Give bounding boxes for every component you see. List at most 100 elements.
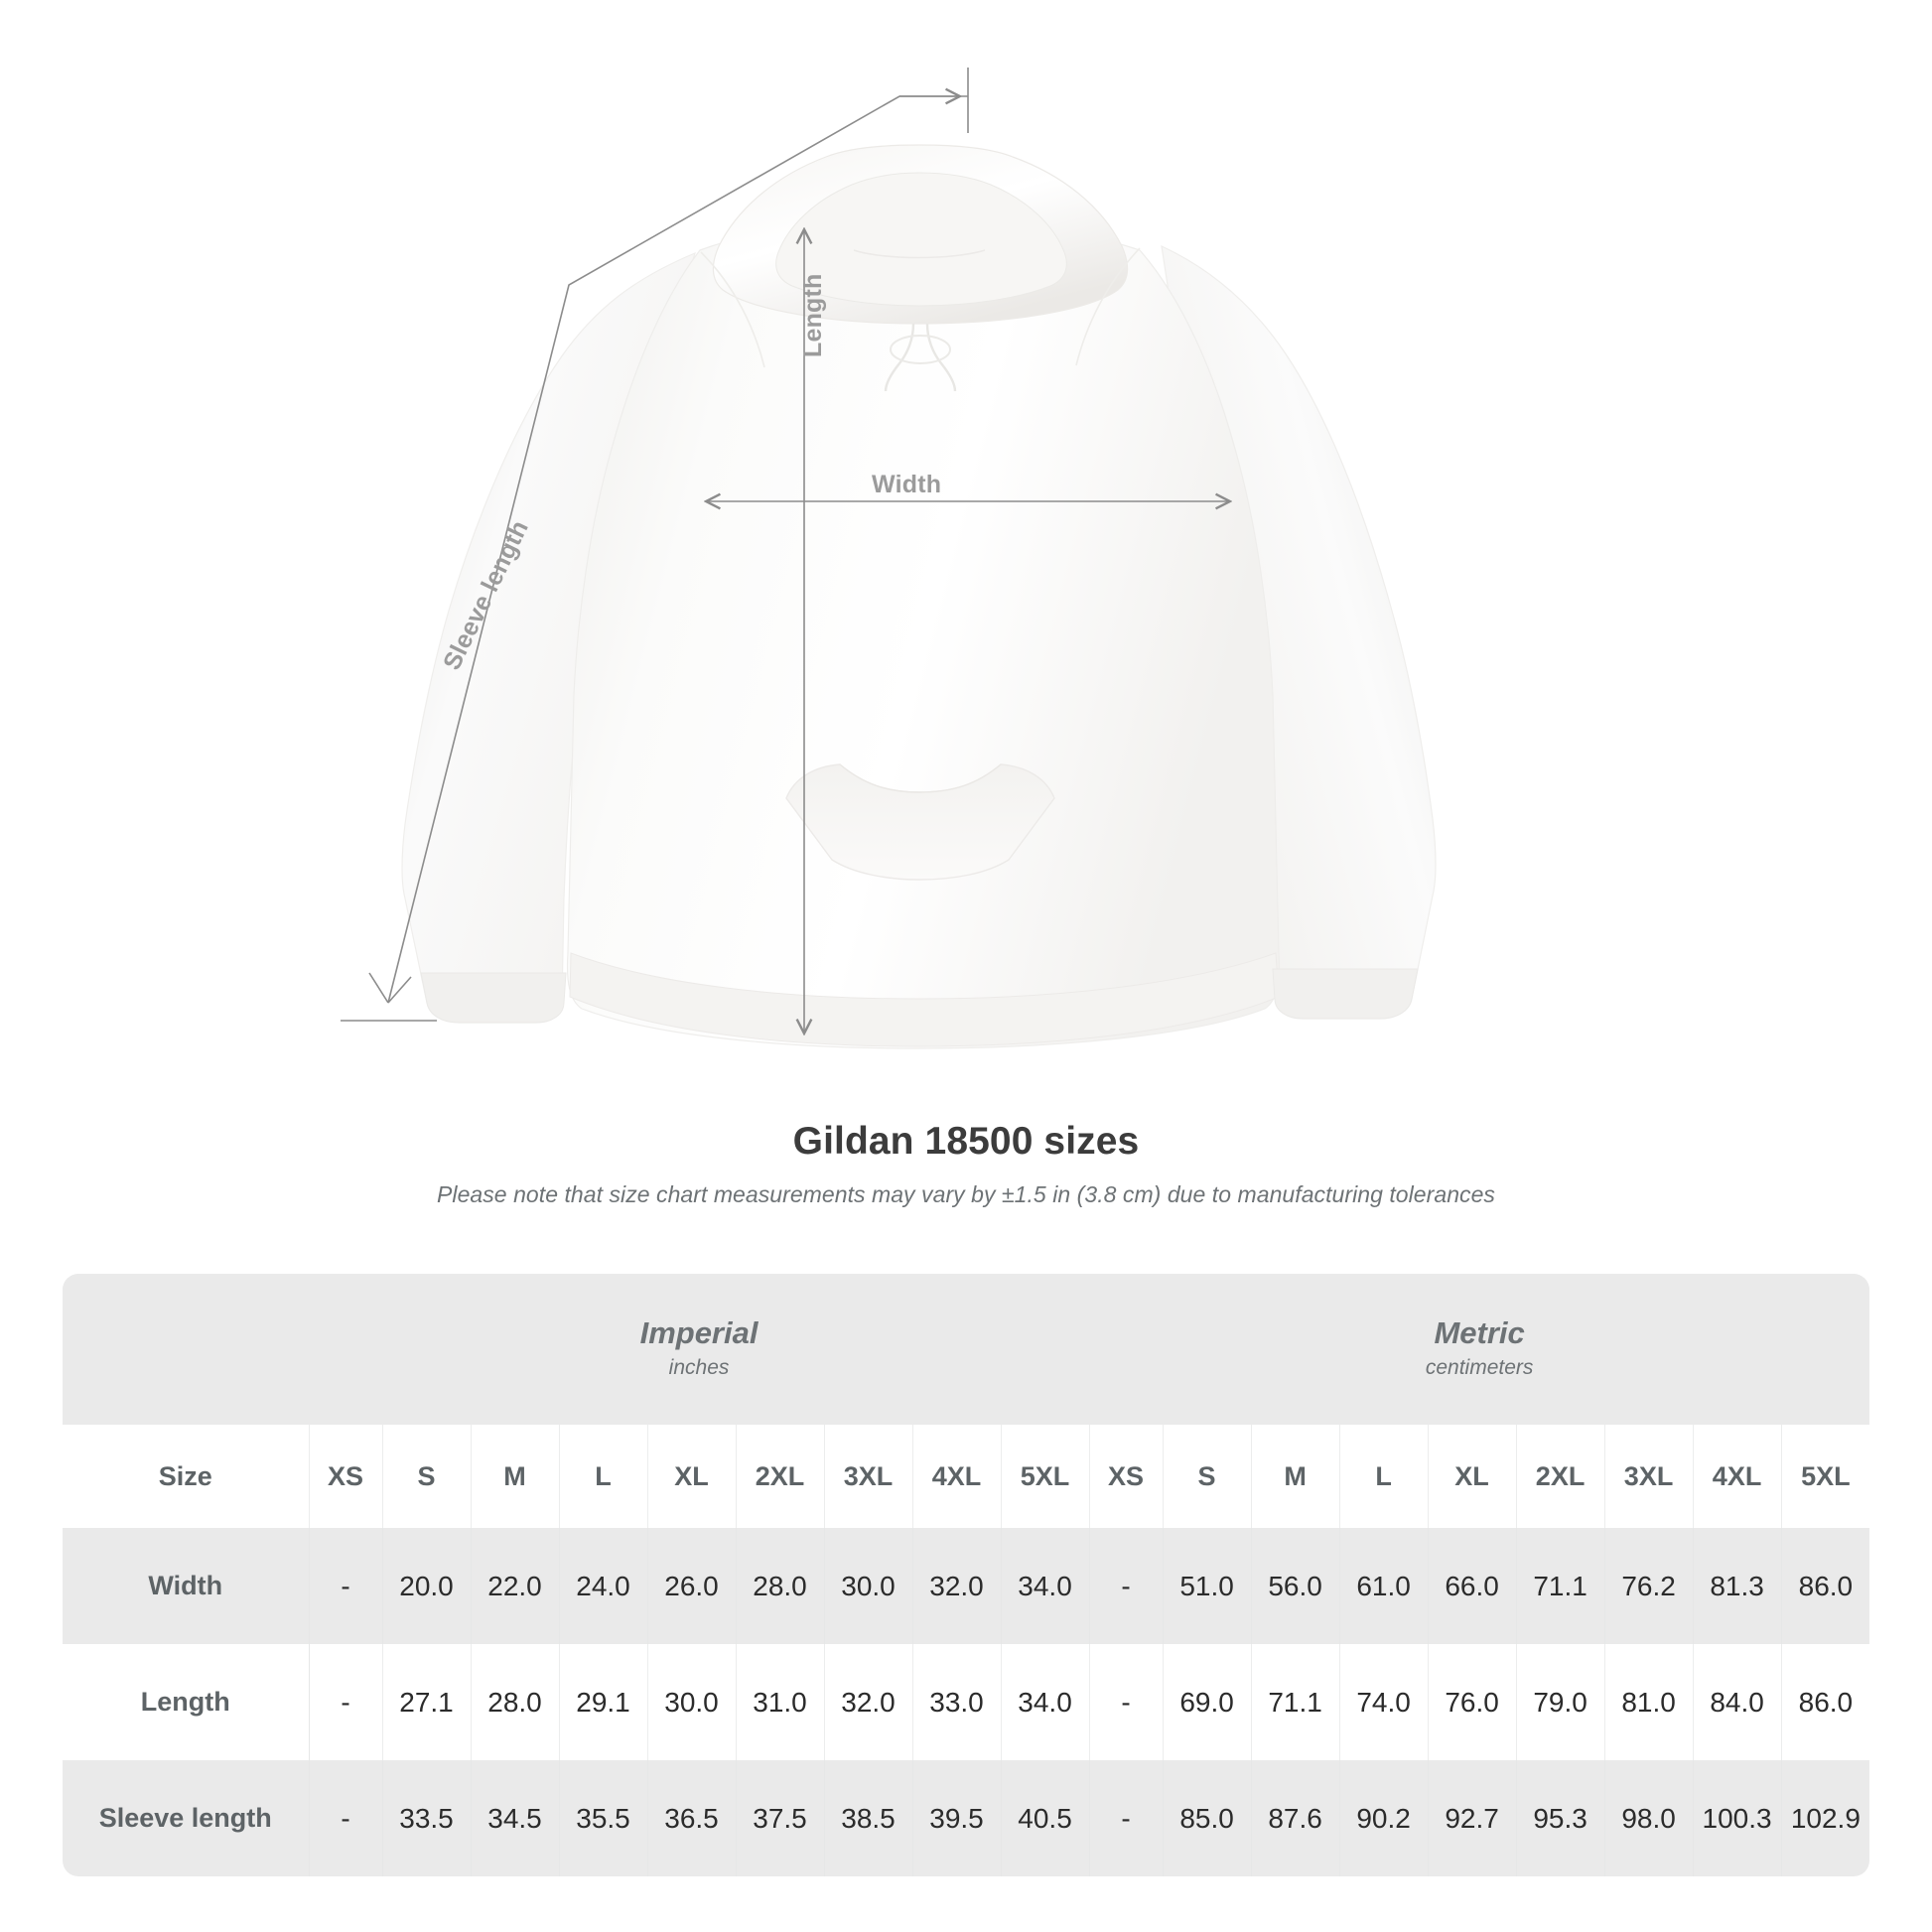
cell-width-imperial-s: 20.0 [382, 1528, 472, 1644]
unit-group-metric: Metric centimeters [1089, 1274, 1870, 1425]
cell-sleeve-length-metric-xs: - [1089, 1760, 1164, 1876]
size-header-cell-2xl-imperial: 2XL [736, 1425, 825, 1528]
unit-row-spacer-left [63, 1274, 309, 1425]
cell-length-imperial-3xl: 32.0 [824, 1644, 913, 1760]
tolerance-note: Please note that size chart measurements… [437, 1181, 1495, 1207]
size-header-cell-xs-imperial: XS [309, 1425, 383, 1528]
size-header-cell-l-metric: L [1339, 1425, 1429, 1528]
size-header-cell-s-metric: S [1163, 1425, 1252, 1528]
size-header-cell-5xl-imperial: 5XL [1001, 1425, 1090, 1528]
cell-length-imperial-5xl: 34.0 [1001, 1644, 1090, 1760]
size-header-cell-4xl-metric: 4XL [1693, 1425, 1782, 1528]
unit-group-imperial: Imperial inches [309, 1274, 1090, 1425]
cell-width-metric-xl: 66.0 [1428, 1528, 1517, 1644]
cell-sleeve-length-metric-4xl: 100.3 [1693, 1760, 1782, 1876]
cell-width-imperial-m: 22.0 [471, 1528, 560, 1644]
size-header-cell-4xl-imperial: 4XL [912, 1425, 1002, 1528]
size-header-cell-2xl-metric: 2XL [1516, 1425, 1605, 1528]
size-header-cell-5xl-metric: 5XL [1781, 1425, 1870, 1528]
hoodie-drawing [341, 68, 1437, 1049]
row-label-sleeve-length: Sleeve length [63, 1760, 310, 1876]
size-header-cell-xl-metric: XL [1428, 1425, 1517, 1528]
cell-length-imperial-4xl: 33.0 [912, 1644, 1002, 1760]
page-title: Gildan 18500 sizes [792, 1120, 1140, 1163]
cell-width-metric-s: 51.0 [1163, 1528, 1252, 1644]
cell-length-imperial-m: 28.0 [471, 1644, 560, 1760]
cell-sleeve-length-metric-5xl: 102.9 [1781, 1760, 1870, 1876]
cell-sleeve-length-metric-3xl: 98.0 [1604, 1760, 1694, 1876]
cell-length-metric-l: 74.0 [1339, 1644, 1429, 1760]
unit-group-subtitle: centimeters [1425, 1355, 1534, 1379]
cell-width-metric-2xl: 71.1 [1516, 1528, 1605, 1644]
cell-width-metric-xs: - [1089, 1528, 1164, 1644]
unit-group-name: Imperial [639, 1314, 759, 1350]
cell-length-imperial-s: 27.1 [382, 1644, 472, 1760]
cell-width-metric-4xl: 81.3 [1693, 1528, 1782, 1644]
cell-width-imperial-4xl: 32.0 [912, 1528, 1002, 1644]
cell-width-metric-l: 61.0 [1339, 1528, 1429, 1644]
cell-length-imperial-l: 29.1 [559, 1644, 648, 1760]
size-header-cell-3xl-imperial: 3XL [824, 1425, 913, 1528]
size-header-cell-s-imperial: S [382, 1425, 472, 1528]
cell-length-metric-xl: 76.0 [1428, 1644, 1517, 1760]
cell-width-metric-3xl: 76.2 [1604, 1528, 1694, 1644]
size-header-label: Size [63, 1425, 310, 1528]
table-row: Length -27.1 28.0 29.1 30.0 31.0 32.0 33.0 34.0-… [63, 1644, 1870, 1760]
cell-sleeve-length-imperial-s: 33.5 [382, 1760, 472, 1876]
cell-length-imperial-xs: - [309, 1644, 383, 1760]
cell-length-metric-2xl: 79.0 [1516, 1644, 1605, 1760]
size-header-cell-m-imperial: M [471, 1425, 560, 1528]
size-header-cell-m-metric: M [1251, 1425, 1340, 1528]
table-row: Width -20.0 22.0 24.0 26.0 28.0 30.0 32.0 34.0-5… [63, 1528, 1870, 1644]
cell-width-imperial-5xl: 34.0 [1001, 1528, 1090, 1644]
size-chart-table-wrapper: Imperial inches Metric centimeters Size XS S M L… [63, 1274, 1870, 1876]
cell-sleeve-length-imperial-xl: 36.5 [647, 1760, 737, 1876]
cell-sleeve-length-metric-s: 85.0 [1163, 1760, 1252, 1876]
cell-sleeve-length-imperial-xs: - [309, 1760, 383, 1876]
cell-sleeve-length-imperial-2xl: 37.5 [736, 1760, 825, 1876]
cell-width-metric-m: 56.0 [1251, 1528, 1340, 1644]
cell-length-metric-5xl: 86.0 [1781, 1644, 1870, 1760]
cell-length-metric-4xl: 84.0 [1693, 1644, 1782, 1760]
title-block: Gildan 18500 sizes Please note that size… [0, 1120, 1932, 1208]
measurement-lines [341, 68, 1229, 1033]
cell-width-imperial-2xl: 28.0 [736, 1528, 825, 1644]
length-label: Length [799, 273, 827, 357]
hoodie-illustration: Length Width Sleeve length [341, 68, 1437, 1049]
cell-sleeve-length-imperial-m: 34.5 [471, 1760, 560, 1876]
cell-width-imperial-xs: - [309, 1528, 383, 1644]
cell-sleeve-length-metric-l: 90.2 [1339, 1760, 1429, 1876]
cell-length-metric-s: 69.0 [1163, 1644, 1252, 1760]
cell-length-metric-3xl: 81.0 [1604, 1644, 1694, 1760]
cell-sleeve-length-metric-xl: 92.7 [1428, 1760, 1517, 1876]
table-row: Sleeve length -33.5 34.5 35.5 36.5 37.5 38.5 39… [63, 1760, 1870, 1876]
size-header-cell-xs-metric: XS [1089, 1425, 1164, 1528]
cell-width-metric-5xl: 86.0 [1781, 1528, 1870, 1644]
cell-width-imperial-l: 24.0 [559, 1528, 648, 1644]
size-header-cell-3xl-metric: 3XL [1604, 1425, 1694, 1528]
hoodie-body-shape [401, 144, 1437, 1049]
width-label: Width [872, 471, 942, 498]
unit-group-name: Metric [1434, 1314, 1525, 1350]
cell-sleeve-length-metric-m: 87.6 [1251, 1760, 1340, 1876]
cell-length-imperial-xl: 30.0 [647, 1644, 737, 1760]
row-label-width: Width [63, 1528, 310, 1644]
size-chart-table: Imperial inches Metric centimeters Size XS S M L… [63, 1274, 1870, 1876]
cell-sleeve-length-imperial-5xl: 40.5 [1001, 1760, 1090, 1876]
cell-width-imperial-3xl: 30.0 [824, 1528, 913, 1644]
cell-length-metric-xs: - [1089, 1644, 1164, 1760]
cell-length-imperial-2xl: 31.0 [736, 1644, 825, 1760]
size-header-cell-l-imperial: L [559, 1425, 648, 1528]
cell-sleeve-length-metric-2xl: 95.3 [1516, 1760, 1605, 1876]
size-header-row: Size XS S M L XL 2XL 3XL 4XL 5XL XS S M L XL 2XL 3XL 4XL 5… [63, 1425, 1870, 1528]
unit-group-row: Imperial inches Metric centimeters [63, 1274, 1870, 1425]
size-header-cell-xl-imperial: XL [647, 1425, 737, 1528]
cell-sleeve-length-imperial-4xl: 39.5 [912, 1760, 1002, 1876]
cell-sleeve-length-imperial-3xl: 38.5 [824, 1760, 913, 1876]
cell-length-metric-m: 71.1 [1251, 1644, 1340, 1760]
cell-sleeve-length-imperial-l: 35.5 [559, 1760, 648, 1876]
cell-width-imperial-xl: 26.0 [647, 1528, 737, 1644]
sleeve-bottom-arrowhead [368, 972, 412, 1004]
unit-group-subtitle: inches [668, 1355, 730, 1379]
row-label-length: Length [63, 1644, 310, 1760]
